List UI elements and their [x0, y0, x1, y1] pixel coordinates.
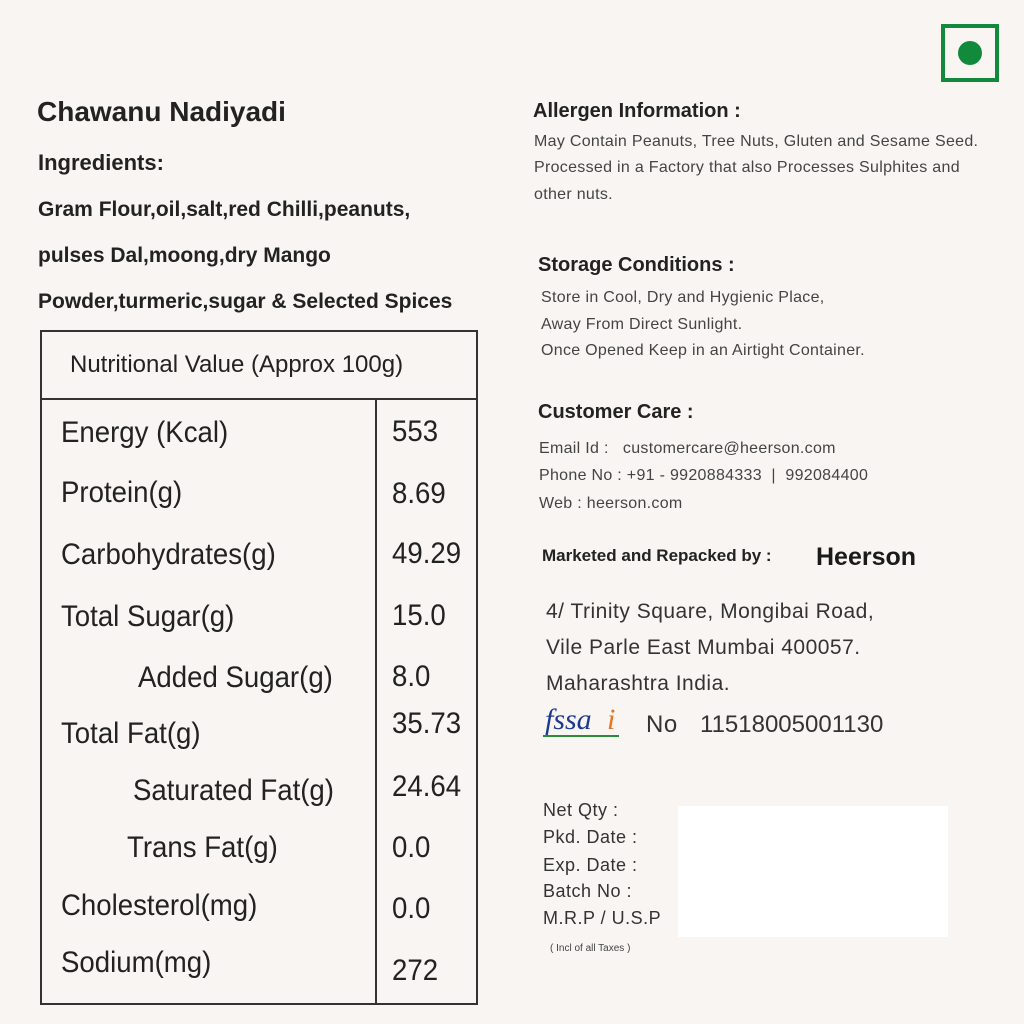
brand-name: Heerson — [816, 543, 917, 571]
nutrient-label: Energy (Kcal) — [61, 416, 229, 449]
allergen-heading: Allergen Information : — [533, 100, 741, 122]
nutrient-value: 0.0 — [392, 892, 431, 925]
ingredients-line: pulses Dal,moong,dry Mango — [38, 244, 331, 267]
nutrient-value: 49.29 — [392, 537, 462, 570]
address-line: 4/ Trinity Square, Mongibai Road, — [546, 600, 875, 623]
column-divider — [375, 398, 377, 1005]
nutrient-label: Added Sugar(g) — [138, 661, 333, 694]
nutrient-value: 35.73 — [392, 707, 462, 740]
email-line: Email Id : customercare@heerson.com — [539, 440, 836, 457]
nutrient-value: 0.0 — [392, 831, 431, 864]
nutrient-value: 272 — [392, 954, 439, 987]
mrp-label: M.R.P / U.S.P — [543, 908, 662, 928]
fssai-number: 11518005001130 — [700, 711, 884, 738]
nutrient-label: Total Fat(g) — [61, 717, 201, 750]
print-area — [678, 806, 948, 937]
nutrient-label: Sodium(mg) — [61, 946, 212, 979]
allergen-line: other nuts. — [534, 186, 613, 203]
customer-care-heading: Customer Care : — [538, 401, 694, 423]
nutrient-label: Cholesterol(mg) — [61, 889, 258, 922]
batch-no-label: Batch No : — [543, 881, 633, 901]
net-qty-label: Net Qty : — [543, 800, 619, 820]
nutrient-label: Total Sugar(g) — [61, 600, 235, 633]
address-line: Vile Parle East Mumbai 400057. — [546, 636, 861, 659]
nutrient-value: 8.69 — [392, 477, 446, 510]
nutrient-label: Protein(g) — [61, 476, 183, 509]
phone-line: Phone No : +91 - 9920884333 | 992084400 — [539, 467, 869, 484]
storage-line: Away From Direct Sunlight. — [541, 316, 743, 333]
web-line: Web : heerson.com — [539, 495, 683, 512]
storage-line: Once Opened Keep in an Airtight Containe… — [541, 342, 865, 359]
nutrition-table: Nutritional Value (Approx 100g) — [40, 330, 478, 1005]
veg-symbol-icon — [941, 24, 999, 82]
ingredients-heading: Ingredients: — [38, 150, 164, 175]
fssai-no-label: No — [646, 711, 678, 738]
nutrient-value: 15.0 — [392, 599, 446, 632]
nutrient-value: 553 — [392, 415, 439, 448]
allergen-line: May Contain Peanuts, Tree Nuts, Gluten a… — [534, 133, 979, 150]
tax-note: ( Incl of all Taxes ) — [550, 943, 631, 954]
nutrient-value: 24.64 — [392, 770, 462, 803]
nutrient-label: Carbohydrates(g) — [61, 538, 276, 571]
address-line: Maharashtra India. — [546, 672, 731, 695]
storage-heading: Storage Conditions : — [538, 254, 735, 276]
product-name: Chawanu Nadiyadi — [37, 96, 286, 127]
nutrition-table-header: Nutritional Value (Approx 100g) — [42, 332, 476, 400]
nutrient-label: Saturated Fat(g) — [133, 774, 334, 807]
storage-line: Store in Cool, Dry and Hygienic Place, — [541, 289, 825, 306]
ingredients-line: Powder,turmeric,sugar & Selected Spices — [38, 290, 453, 313]
exp-date-label: Exp. Date : — [543, 855, 638, 875]
ingredients-line: Gram Flour,oil,salt,red Chilli,peanuts, — [38, 198, 411, 221]
nutrient-label: Trans Fat(g) — [127, 831, 278, 864]
marketed-by-label: Marketed and Repacked by : — [542, 546, 772, 565]
pkd-date-label: Pkd. Date : — [543, 827, 638, 847]
allergen-line: Processed in a Factory that also Process… — [534, 159, 960, 176]
nutrient-value: 8.0 — [392, 660, 431, 693]
fssai-logo: fssa i — [543, 703, 623, 739]
nutrition-heading: Nutritional Value (Approx 100g) — [70, 351, 404, 378]
